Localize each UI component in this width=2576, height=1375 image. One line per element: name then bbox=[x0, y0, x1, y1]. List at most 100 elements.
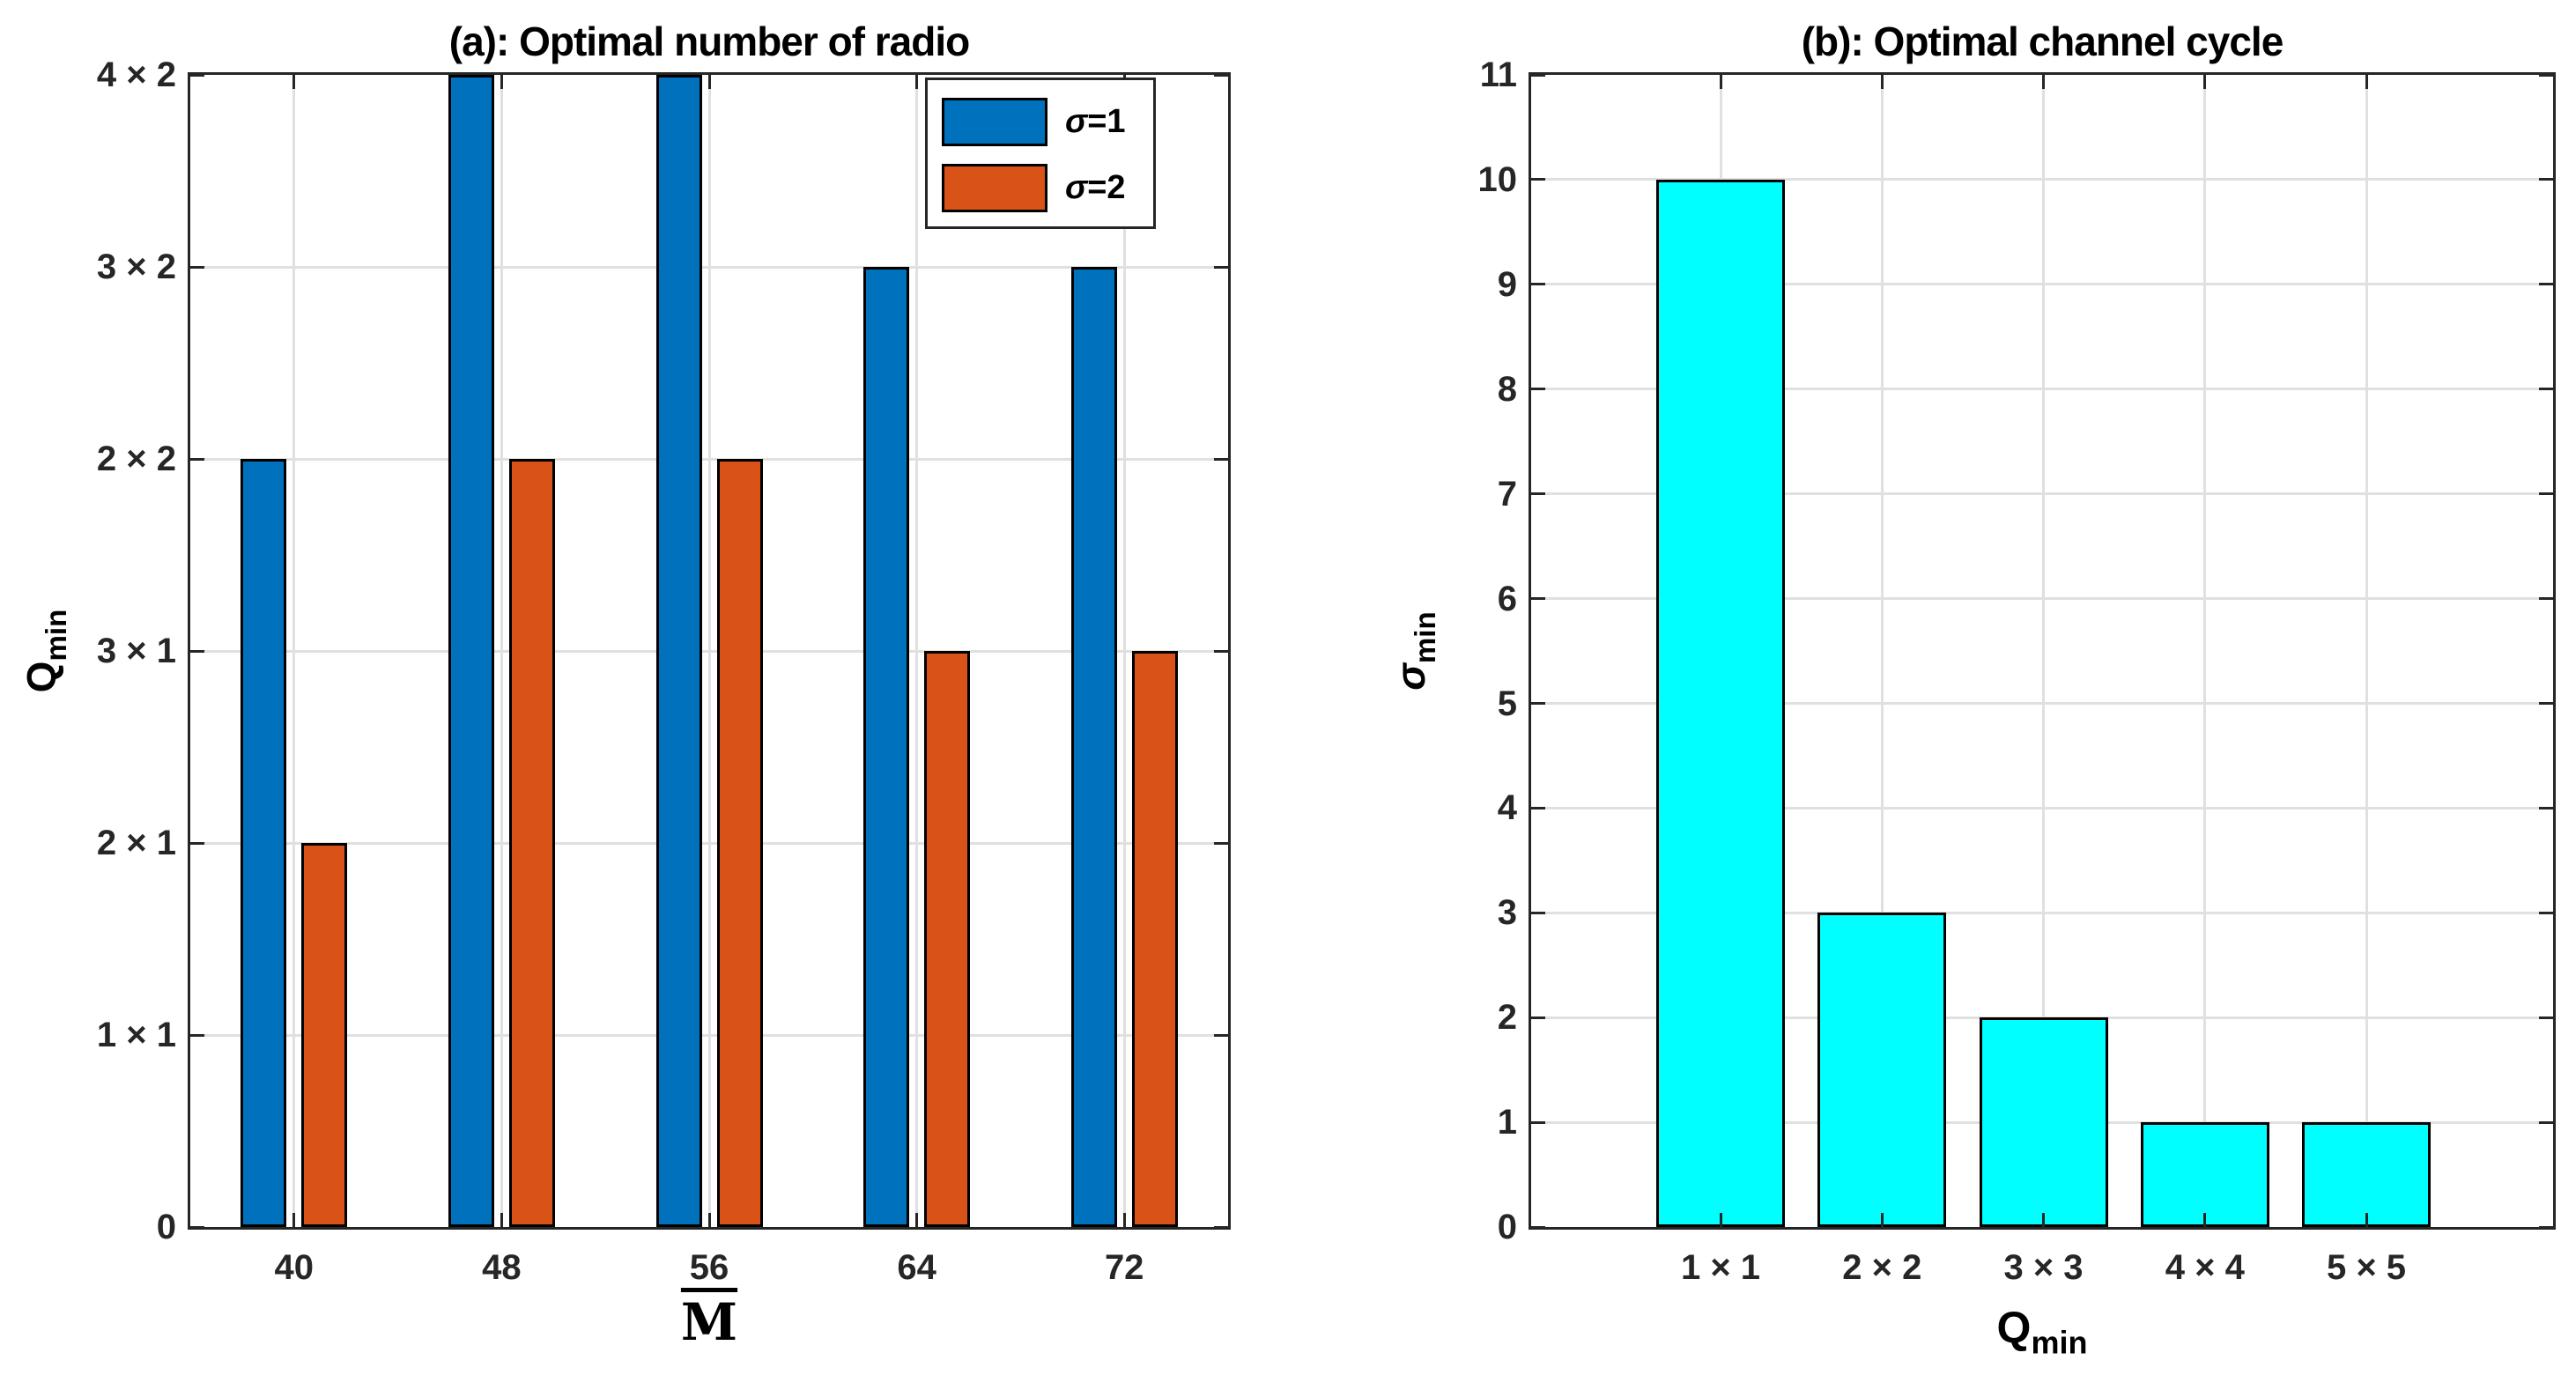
gridline bbox=[1122, 75, 1126, 1227]
tick-mark bbox=[1531, 1225, 1545, 1229]
y-tick-label: 7 bbox=[1497, 474, 1517, 514]
tick-mark bbox=[1214, 649, 1228, 653]
tick-mark bbox=[1214, 1033, 1228, 1037]
y-tick-label: 6 bbox=[1497, 579, 1517, 618]
tick-mark bbox=[1214, 1225, 1228, 1229]
chart-a-legend: σ=1 σ=2 bbox=[925, 78, 1156, 229]
gridline bbox=[1880, 75, 1884, 1227]
bar-b-s1-1 × 1 bbox=[1656, 179, 1785, 1227]
x-tick-label: 56 bbox=[689, 1248, 729, 1287]
tick-mark bbox=[1531, 492, 1545, 496]
tick-mark bbox=[2539, 911, 2553, 914]
tick-mark bbox=[1531, 1120, 1545, 1124]
tick-mark bbox=[292, 75, 296, 89]
tick-mark bbox=[2203, 75, 2207, 89]
y-tick-label: 5 bbox=[1497, 684, 1517, 723]
bar-b-s1-2 × 2 bbox=[1817, 913, 1947, 1227]
tick-mark bbox=[2203, 1213, 2207, 1227]
legend-swatch-s1 bbox=[942, 98, 1047, 146]
y-tick-label: 8 bbox=[1497, 369, 1517, 409]
legend-entry-label: σ=1 bbox=[1065, 103, 1126, 140]
x-tick-label: 64 bbox=[897, 1248, 936, 1287]
tick-mark bbox=[1531, 806, 1545, 809]
bar-b-s1-3 × 3 bbox=[1979, 1017, 2108, 1227]
x-tick-label: 48 bbox=[482, 1248, 522, 1287]
bar-a-s1-40 bbox=[241, 459, 287, 1227]
gridline bbox=[500, 75, 503, 1227]
tick-mark bbox=[2539, 1120, 2553, 1124]
tick-mark bbox=[1880, 1213, 1884, 1227]
tick-mark bbox=[1122, 1213, 1126, 1227]
legend-entry: σ=2 bbox=[942, 164, 1153, 212]
tick-mark bbox=[1531, 911, 1545, 914]
tick-mark bbox=[1531, 178, 1545, 181]
tick-mark bbox=[1214, 841, 1228, 845]
tick-mark bbox=[2365, 75, 2368, 89]
tick-mark bbox=[1719, 75, 1722, 89]
tick-mark bbox=[2539, 283, 2553, 286]
gridline bbox=[2042, 75, 2045, 1227]
tick-mark bbox=[915, 1213, 919, 1227]
chart-b-xlabel-base: Q bbox=[1996, 1303, 2032, 1352]
gridline bbox=[2203, 75, 2207, 1227]
gridline bbox=[707, 75, 711, 1227]
tick-mark bbox=[190, 457, 204, 461]
tick-mark bbox=[190, 841, 204, 845]
tick-mark bbox=[500, 75, 503, 89]
y-tick-label: 0 bbox=[156, 1208, 176, 1246]
y-tick-label: 11 bbox=[1479, 55, 1517, 94]
chart-b-title: (b): Optimal channel cycle bbox=[1801, 18, 2284, 64]
chart-b-xlabel-sub: min bbox=[2031, 1324, 2088, 1361]
tick-mark bbox=[2539, 492, 2553, 496]
tick-mark bbox=[707, 75, 711, 89]
tick-mark bbox=[1880, 75, 1884, 89]
tick-mark bbox=[2539, 178, 2553, 181]
bar-a-s2-64 bbox=[924, 651, 971, 1227]
tick-mark bbox=[915, 75, 919, 89]
y-tick-label: 2 bbox=[1497, 998, 1517, 1038]
bar-a-s1-48 bbox=[448, 75, 494, 1227]
legend-swatch-s2 bbox=[942, 164, 1047, 212]
y-tick-label: 4 bbox=[1497, 788, 1517, 828]
tick-mark bbox=[1531, 388, 1545, 391]
tick-mark bbox=[1214, 265, 1228, 269]
chart-b-plot-area bbox=[1529, 72, 2556, 1230]
bar-a-s1-64 bbox=[863, 267, 910, 1227]
chart-a-xlabel: M bbox=[190, 1295, 1228, 1349]
tick-mark bbox=[1214, 457, 1228, 461]
y-tick-label: 1 bbox=[1497, 1103, 1517, 1142]
bar-a-s2-48 bbox=[508, 459, 555, 1227]
y-tick-label: 3 × 2 bbox=[96, 248, 176, 286]
sigma-symbol: σ bbox=[1065, 103, 1088, 140]
tick-mark bbox=[2539, 702, 2553, 705]
tick-mark bbox=[2365, 1213, 2368, 1227]
y-tick-label: 2 × 1 bbox=[96, 824, 176, 862]
y-tick-label: 3 bbox=[1497, 893, 1517, 933]
legend-entry: σ=1 bbox=[942, 98, 1153, 146]
bar-b-s1-5 × 5 bbox=[2302, 1122, 2431, 1227]
bar-a-s1-56 bbox=[655, 75, 702, 1227]
tick-mark bbox=[1531, 283, 1545, 286]
tick-mark bbox=[190, 1033, 204, 1037]
chart-a-title: (a): Optimal number of radio bbox=[448, 18, 970, 64]
tick-mark bbox=[190, 73, 204, 77]
x-tick-label: 40 bbox=[274, 1248, 315, 1287]
chart-b-ylabel: σmin bbox=[1387, 611, 1443, 690]
tick-mark bbox=[2539, 806, 2553, 809]
tick-mark bbox=[2042, 75, 2045, 89]
tick-mark bbox=[2539, 388, 2553, 391]
tick-mark bbox=[292, 1213, 296, 1227]
tick-mark bbox=[190, 265, 204, 269]
chart-a-xlabel-text: M bbox=[680, 1292, 738, 1352]
tick-mark bbox=[1719, 1213, 1722, 1227]
x-tick-label: 2 × 2 bbox=[1842, 1248, 1922, 1287]
tick-mark bbox=[1531, 597, 1545, 600]
tick-mark bbox=[2539, 1225, 2553, 1229]
tick-mark bbox=[190, 649, 204, 653]
tick-mark bbox=[1214, 73, 1228, 77]
tick-mark bbox=[2539, 1016, 2553, 1019]
tick-mark bbox=[190, 1225, 204, 1229]
x-tick-label: 5 × 5 bbox=[2326, 1248, 2407, 1287]
tick-mark bbox=[2539, 597, 2553, 600]
